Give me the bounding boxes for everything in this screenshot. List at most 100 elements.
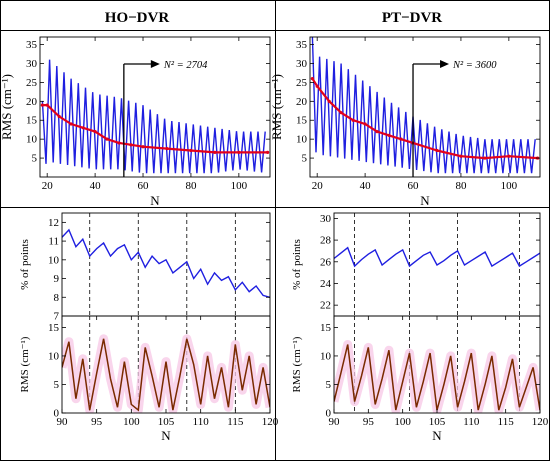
y-axis-title: % of points bbox=[19, 239, 31, 290]
data-point bbox=[483, 156, 487, 160]
y-tick-label: 24 bbox=[320, 278, 332, 290]
chart-ho-rms-zoom: 0 5 10 15 90 95 100 105 110 115 120 RMS (cm⁻¹) N bbox=[19, 315, 279, 443]
y-axis-title: % of points bbox=[291, 239, 303, 290]
y-tick-label: 10 bbox=[48, 350, 60, 362]
y-tick-label: 5 bbox=[32, 153, 38, 165]
x-tick-label: 40 bbox=[90, 180, 102, 192]
y-tick-label: 7 bbox=[54, 311, 60, 323]
y-axis-title: RMS (cm⁻¹) bbox=[19, 336, 31, 392]
y-tick-label: 15 bbox=[26, 115, 38, 127]
x-tick-label: 60 bbox=[408, 180, 420, 192]
y-tick-label: 15 bbox=[296, 115, 308, 127]
x-tick-label: 90 bbox=[329, 416, 341, 428]
y-tick-label: 35 bbox=[26, 39, 38, 51]
plot-series-group bbox=[62, 334, 270, 413]
series-line bbox=[62, 338, 270, 412]
y-tick-label: 25 bbox=[296, 77, 308, 89]
y-tick-label: 10 bbox=[320, 350, 332, 362]
data-point bbox=[57, 114, 61, 119]
y-tick-label: 26 bbox=[320, 256, 332, 268]
data-point bbox=[339, 111, 343, 115]
y-tick-label: 15 bbox=[320, 322, 332, 334]
chart-ho-rms-vs-n: 5 10 15 20 25 30 35 20 40 60 80 100 RMS (cm⁻¹) N N² = … bbox=[0, 36, 271, 208]
data-point bbox=[237, 150, 241, 155]
data-point bbox=[315, 84, 319, 88]
data-point bbox=[351, 118, 355, 122]
column-header-ho-dvr: HO−DVR bbox=[105, 10, 170, 26]
y-tick-label: 10 bbox=[26, 134, 38, 146]
annotation-label: N² = 3600 bbox=[452, 60, 497, 71]
plot-series-group bbox=[334, 246, 540, 268]
x-tick-label: 105 bbox=[429, 416, 446, 428]
x-tick-label: 90 bbox=[57, 416, 69, 428]
data-point bbox=[81, 126, 85, 130]
y-tick-label: 5 bbox=[302, 153, 308, 165]
series-line bbox=[41, 59, 266, 174]
y-tick-label: 9 bbox=[54, 273, 60, 285]
data-point bbox=[507, 154, 511, 158]
data-point bbox=[45, 103, 49, 107]
y-tick-label: 30 bbox=[26, 58, 38, 70]
y-axis-title: RMS (cm⁻¹) bbox=[291, 336, 303, 392]
y-tick-label: 5 bbox=[326, 379, 332, 391]
annotation-arrowhead bbox=[440, 60, 450, 68]
y-tick-label: 25 bbox=[26, 77, 38, 89]
data-point bbox=[459, 154, 463, 158]
series-line bbox=[62, 228, 270, 298]
y-tick-label: 22 bbox=[320, 300, 331, 312]
x-tick-label: 60 bbox=[138, 180, 150, 192]
x-tick-label: 100 bbox=[123, 416, 140, 428]
x-tick-label: 110 bbox=[463, 416, 480, 428]
data-point bbox=[375, 129, 379, 134]
plot-frame bbox=[309, 36, 541, 178]
error-band bbox=[62, 334, 270, 413]
plot-series-group bbox=[62, 228, 270, 298]
y-tick-label: 10 bbox=[48, 254, 60, 266]
data-point bbox=[363, 122, 367, 126]
plot-frame bbox=[39, 36, 271, 178]
x-tick-label: 20 bbox=[42, 180, 54, 192]
y-tick-label: 11 bbox=[48, 236, 59, 248]
y-tick-label: 12 bbox=[48, 217, 59, 229]
x-tick-label: 120 bbox=[532, 416, 549, 428]
data-point bbox=[165, 147, 169, 151]
data-point bbox=[40, 103, 44, 107]
x-tick-label: 110 bbox=[193, 416, 210, 428]
plot-frame bbox=[61, 212, 271, 317]
data-point bbox=[129, 143, 133, 147]
data-point bbox=[213, 150, 217, 155]
x-tick-label: 80 bbox=[185, 180, 197, 192]
y-tick-label: 28 bbox=[320, 235, 332, 247]
data-point bbox=[266, 150, 270, 155]
x-tick-label: 40 bbox=[360, 180, 372, 192]
chart-ho-percent-of-points: 7 8 9 10 11 12 % of points bbox=[19, 212, 271, 323]
y-tick-label: 5 bbox=[54, 379, 60, 391]
x-axis-title: N bbox=[432, 428, 442, 443]
data-point bbox=[93, 129, 97, 134]
data-point bbox=[105, 137, 109, 141]
plot-series-group bbox=[334, 340, 540, 413]
data-point bbox=[327, 99, 331, 103]
x-axis-title: N bbox=[161, 428, 171, 443]
x-tick-label: 120 bbox=[262, 416, 279, 428]
x-tick-label: 105 bbox=[158, 416, 175, 428]
x-tick-label: 100 bbox=[231, 180, 248, 192]
y-axis-title: RMS (cm⁻¹) bbox=[0, 74, 14, 140]
column-header-pt-dvr: PT−DVR bbox=[382, 10, 442, 26]
y-tick-label: 20 bbox=[296, 96, 308, 108]
x-tick-label: 115 bbox=[227, 416, 244, 428]
plot-series-group bbox=[40, 59, 270, 174]
y-tick-label: 20 bbox=[26, 96, 38, 108]
x-tick-label: 80 bbox=[455, 180, 467, 192]
y-axis-title: RMS (cm⁻¹) bbox=[269, 74, 284, 140]
data-point bbox=[387, 133, 391, 137]
y-tick-label: 0 bbox=[326, 408, 332, 420]
annotation-arrowhead bbox=[150, 60, 160, 68]
x-tick-label: 95 bbox=[363, 416, 375, 428]
series-line bbox=[334, 246, 540, 268]
x-axis-title: N bbox=[420, 193, 430, 208]
data-point bbox=[399, 137, 403, 141]
x-tick-label: 20 bbox=[312, 180, 324, 192]
data-point bbox=[141, 145, 145, 149]
